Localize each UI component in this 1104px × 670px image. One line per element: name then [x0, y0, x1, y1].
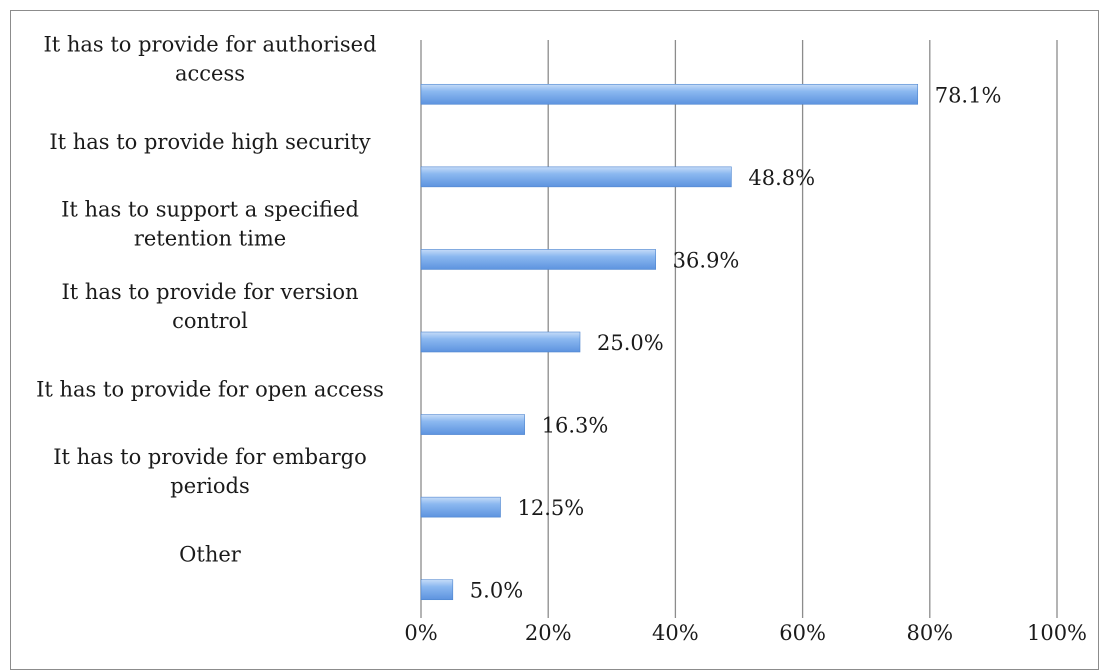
bar-chart: 0% 20% 40% 60% 80% 100% 78.1% It has to provide… — [36, 32, 1087, 645]
category-label: Other — [179, 543, 242, 567]
data-label: 25.0% — [597, 331, 664, 355]
x-tick-label: 80% — [906, 621, 953, 645]
x-tick-label: 0% — [404, 621, 437, 645]
data-label: 78.1% — [935, 83, 1002, 107]
category-label: It has to provide for version control — [61, 280, 358, 333]
x-tick-label: 20% — [525, 621, 572, 645]
data-label: 48.8% — [748, 166, 815, 190]
category-label: It has to provide high security — [49, 130, 370, 154]
bars — [420, 83, 919, 601]
category-label: It has to provide for open access — [36, 378, 384, 402]
labels: 0% 20% 40% 60% 80% 100% 78.1% It has to provide… — [36, 32, 1087, 645]
bar — [420, 249, 656, 270]
gridlines — [420, 40, 1058, 618]
bar — [420, 331, 581, 353]
bar — [420, 83, 919, 105]
data-label: 36.9% — [673, 248, 740, 272]
category-label: It has to provide for authorised access — [43, 32, 376, 85]
category-label: It has to provide for embargo periods — [53, 445, 366, 498]
x-tick-label: 100% — [1027, 621, 1087, 645]
x-tick-label: 40% — [652, 621, 699, 645]
bar — [420, 579, 454, 601]
category-label: It has to support a specified retention t… — [61, 197, 359, 250]
bar — [420, 166, 732, 188]
data-label: 16.3% — [542, 414, 609, 438]
bar — [420, 414, 525, 435]
bar — [420, 496, 501, 518]
x-tick-label: 60% — [779, 621, 826, 645]
data-label: 12.5% — [518, 496, 585, 520]
data-label: 5.0% — [470, 579, 523, 603]
